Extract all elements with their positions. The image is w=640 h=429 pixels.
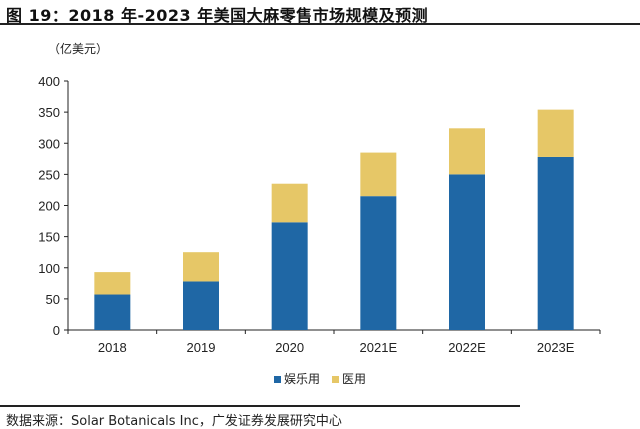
y-tick-label: 0 xyxy=(53,323,60,338)
x-tick-label: 2020 xyxy=(275,340,304,355)
legend-label: 娱乐用 xyxy=(283,372,320,386)
legend: 娱乐用 医用 xyxy=(0,370,640,387)
legend-item: 医用 xyxy=(332,370,366,387)
bar-medical-2020 xyxy=(271,183,308,223)
y-tick-label: 300 xyxy=(38,136,60,151)
legend-item: 娱乐用 xyxy=(273,370,320,387)
x-tick-label: 2019 xyxy=(187,340,216,355)
legend-swatch xyxy=(332,376,339,383)
bar-medical-2022E xyxy=(449,128,485,175)
y-tick-label: 400 xyxy=(38,74,60,89)
source-note: 数据来源：Solar Botanicals Inc，广发证券发展研究中心 xyxy=(6,414,342,429)
x-tick-label: 2018 xyxy=(98,340,127,355)
x-tick-label: 2023E xyxy=(537,340,575,355)
bar-medical-2018 xyxy=(94,272,131,295)
bar-recreational-2021E xyxy=(360,196,397,330)
title-divider xyxy=(0,23,640,25)
bar-recreational-2020 xyxy=(271,222,308,330)
y-tick-label: 50 xyxy=(46,292,60,307)
y-tick-label: 200 xyxy=(38,199,60,214)
bar-recreational-2022E xyxy=(449,174,485,330)
footer-divider xyxy=(0,405,520,407)
chart-title: 图 19：2018 年-2023 年美国大麻零售市场规模及预测 xyxy=(6,6,429,25)
y-axis-unit-label: （亿美元） xyxy=(48,42,109,56)
y-tick-label: 350 xyxy=(38,105,60,120)
bar-medical-2021E xyxy=(360,152,397,197)
stacked-bar-chart: 0 50 100 150 200 250 300 350 400 2018 2019 2020 2021… xyxy=(38,74,601,355)
legend-label: 医用 xyxy=(342,372,367,386)
y-tick-label: 100 xyxy=(38,261,60,276)
legend-swatch xyxy=(273,376,281,383)
y-tick-label: 250 xyxy=(38,167,60,182)
bar-recreational-2023E xyxy=(537,156,574,330)
bar-recreational-2018 xyxy=(94,294,131,330)
x-tick-label: 2022E xyxy=(448,340,486,355)
bar-medical-2023E xyxy=(537,109,574,157)
y-tick-label: 150 xyxy=(38,230,60,245)
bar-recreational-2019 xyxy=(183,281,219,330)
bar-medical-2019 xyxy=(183,252,219,282)
x-tick-label: 2021E xyxy=(360,340,398,355)
